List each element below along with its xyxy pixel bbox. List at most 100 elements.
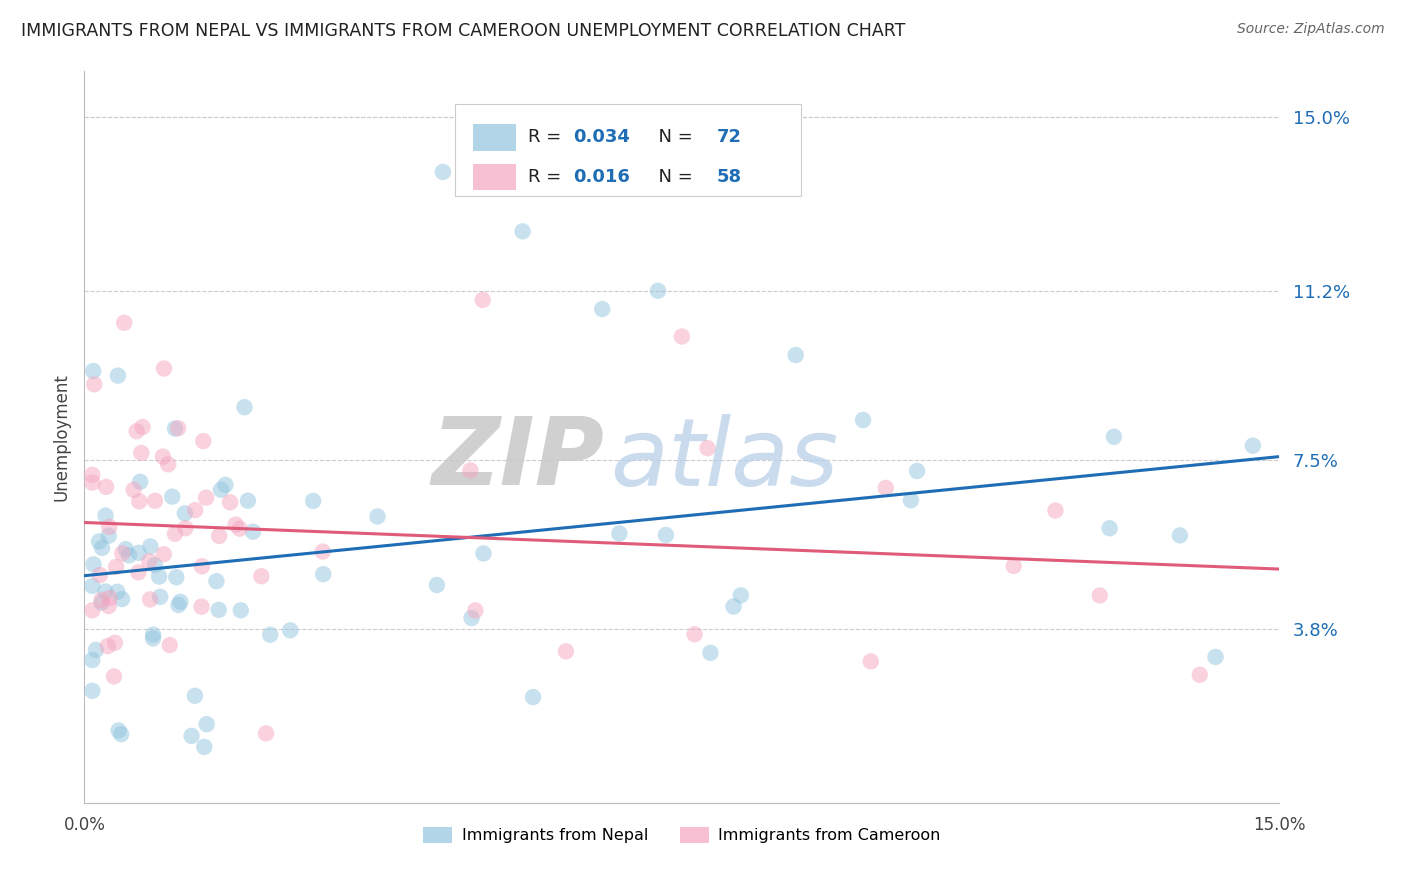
Point [190,599,212,614]
Point [1002,558,1025,573]
Point [671,329,693,343]
FancyBboxPatch shape [472,124,516,151]
Point [259,628,281,642]
Point [107,723,129,738]
Point [122,483,145,497]
Point [82,653,104,667]
Point [609,526,631,541]
Point [193,739,215,754]
Point [167,598,190,612]
Point [1088,589,1111,603]
Point [180,729,202,743]
Point [699,646,721,660]
Point [229,603,252,617]
Point [472,546,495,560]
Legend: Immigrants from Nepal, Immigrants from Cameroon: Immigrants from Nepal, Immigrants from C… [416,821,948,850]
Point [139,540,162,554]
Point [125,424,148,438]
Text: 0.034: 0.034 [574,128,630,146]
Point [174,521,197,535]
Point [785,348,807,362]
Point [128,494,150,508]
Point [228,522,250,536]
Point [278,624,301,638]
Point [254,726,277,740]
Point [191,559,214,574]
Point [852,413,875,427]
Point [157,458,180,472]
Text: 58: 58 [717,168,742,186]
Point [159,638,181,652]
Text: R =: R = [527,168,567,186]
Point [105,560,128,574]
Text: 0.016: 0.016 [574,168,630,186]
Point [97,529,120,543]
Point [214,478,236,492]
Point [142,628,165,642]
Point [900,493,922,508]
Point [82,364,104,378]
Point [163,421,186,435]
Point [97,639,120,653]
Point [139,592,162,607]
Point [1241,439,1264,453]
Point [167,421,190,435]
Point [143,558,166,573]
Point [460,463,482,477]
Point [98,520,121,534]
Point [87,534,110,549]
Point [730,588,752,602]
Text: IMMIGRANTS FROM NEPAL VS IMMIGRANTS FROM CAMEROON UNEMPLOYMENT CORRELATION CHART: IMMIGRANTS FROM NEPAL VS IMMIGRANTS FROM… [21,22,905,40]
Point [129,475,152,489]
Point [219,495,242,509]
Point [82,467,104,482]
Point [184,689,207,703]
Point [90,593,112,607]
Point [208,603,231,617]
Point [89,568,111,582]
Point [236,493,259,508]
Point [1168,528,1191,542]
Point [148,569,170,583]
Point [432,165,454,179]
Point [173,506,195,520]
Text: N =: N = [647,128,699,146]
Text: N =: N = [647,168,699,186]
Point [460,611,482,625]
Point [205,574,228,589]
Point [242,524,264,539]
Point [110,727,132,741]
Point [875,481,897,495]
Point [859,654,882,668]
Text: 72: 72 [717,128,741,146]
Point [195,717,218,731]
Point [165,570,187,584]
Point [138,554,160,568]
Point [114,542,136,557]
Point [1098,521,1121,535]
Text: atlas: atlas [610,414,838,505]
Point [149,590,172,604]
Point [512,224,534,238]
Point [94,584,117,599]
Point [111,546,134,560]
Point [82,475,104,490]
Text: ZIP: ZIP [432,413,605,505]
Text: R =: R = [527,128,567,146]
Point [105,584,128,599]
Point [97,599,120,613]
Point [209,483,232,497]
Point [82,603,104,617]
Point [554,644,576,658]
Point [905,464,928,478]
Point [233,401,256,415]
Point [1045,503,1067,517]
Point [111,592,134,607]
Point [464,603,486,617]
Point [82,558,104,572]
Point [153,361,176,376]
Point [160,490,183,504]
Point [366,509,388,524]
Point [471,293,494,307]
Point [250,569,273,583]
